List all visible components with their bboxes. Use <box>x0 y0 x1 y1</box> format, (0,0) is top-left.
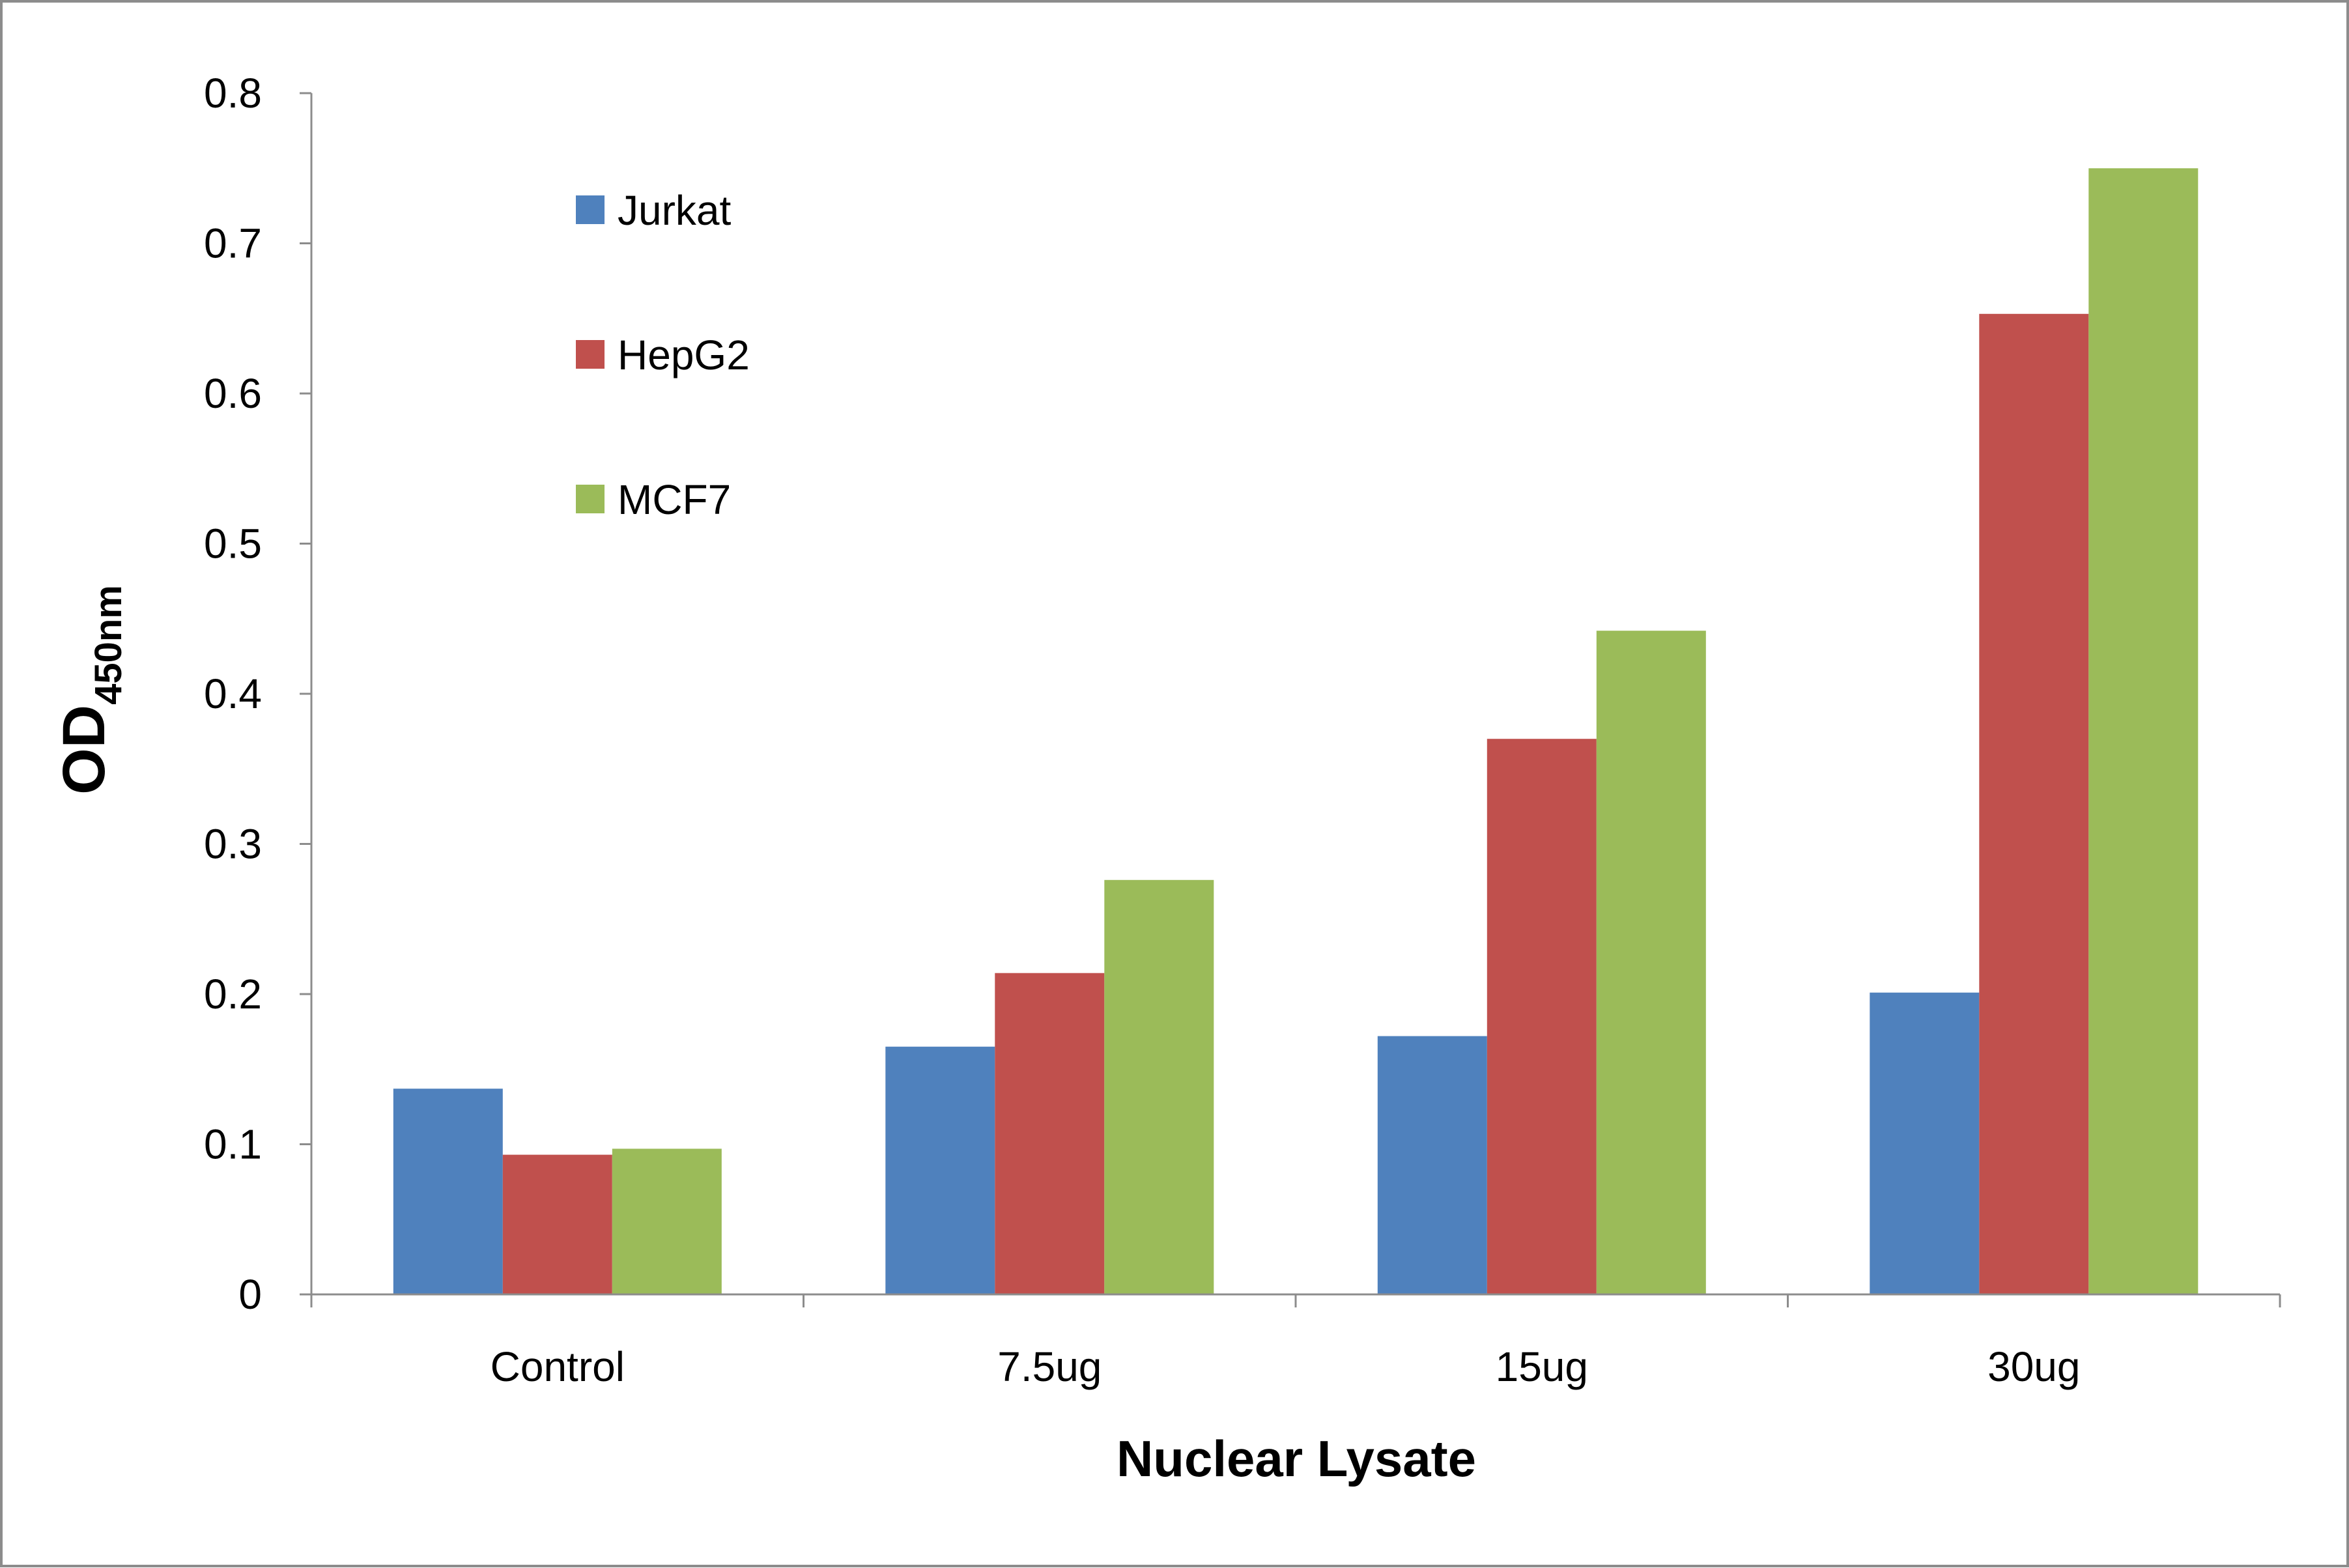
y-axis-title-subscript: 450nm <box>87 585 130 705</box>
x-axis-title: Nuclear Lysate <box>1117 1430 1476 1487</box>
y-tick-label: 0.4 <box>204 670 262 717</box>
y-tick-label: 0.7 <box>204 220 262 267</box>
bar-chart: 0 0.1 0.2 0.3 0.4 0.5 0.6 0.7 0.8 Control 7.5ug 15… <box>51 70 2281 1487</box>
legend: Jurkat HepG2 MCF7 <box>576 187 750 523</box>
y-tick-label: 0.2 <box>204 971 262 1018</box>
y-tick-label: 0.8 <box>204 70 262 117</box>
y-tick-label: 0.6 <box>204 370 262 417</box>
x-category-labels: Control 7.5ug 15ug 30ug <box>491 1343 2081 1390</box>
bar-mcf7-15ug <box>1596 631 1706 1294</box>
y-tick-labels: 0 0.1 0.2 0.3 0.4 0.5 0.6 0.7 0.8 <box>204 70 262 1318</box>
axes-group <box>300 92 2281 1307</box>
x-category-label-15ug: 15ug <box>1496 1343 1588 1390</box>
legend-swatch-jurkat <box>576 195 605 224</box>
y-axis-title-main: OD <box>51 705 117 795</box>
x-category-label-control: Control <box>491 1343 625 1390</box>
legend-label-hepg2: HepG2 <box>618 332 750 378</box>
bar-hepg2-control <box>502 1154 612 1294</box>
bar-jurkat-30ug <box>1870 992 1980 1294</box>
bar-jurkat-15ug <box>1377 1036 1487 1294</box>
bar-hepg2-15ug <box>1487 739 1597 1294</box>
legend-swatch-hepg2 <box>576 340 605 369</box>
y-axis-title: OD450nm <box>51 585 130 795</box>
bar-hepg2-30ug <box>1979 313 2089 1294</box>
legend-swatch-mcf7 <box>576 485 605 513</box>
bar-jurkat-7-5ug <box>885 1046 995 1294</box>
bars-group <box>393 168 2199 1295</box>
y-tick-label: 0.5 <box>204 520 262 567</box>
legend-label-mcf7: MCF7 <box>618 476 731 523</box>
bar-jurkat-control <box>393 1089 503 1294</box>
legend-label-jurkat: Jurkat <box>618 187 732 234</box>
bar-mcf7-7-5ug <box>1104 879 1214 1294</box>
y-tick-label: 0.1 <box>204 1121 262 1168</box>
bar-hepg2-7-5ug <box>995 973 1105 1294</box>
y-tick-label: 0 <box>238 1271 262 1318</box>
svg-text:OD450nm: OD450nm <box>51 585 130 795</box>
bar-mcf7-30ug <box>2088 168 2199 1295</box>
x-category-label-30ug: 30ug <box>1987 1343 2080 1390</box>
y-tick-label: 0.3 <box>204 821 262 868</box>
bar-mcf7-control <box>612 1148 722 1294</box>
x-category-label-7-5ug: 7.5ug <box>997 1343 1102 1390</box>
